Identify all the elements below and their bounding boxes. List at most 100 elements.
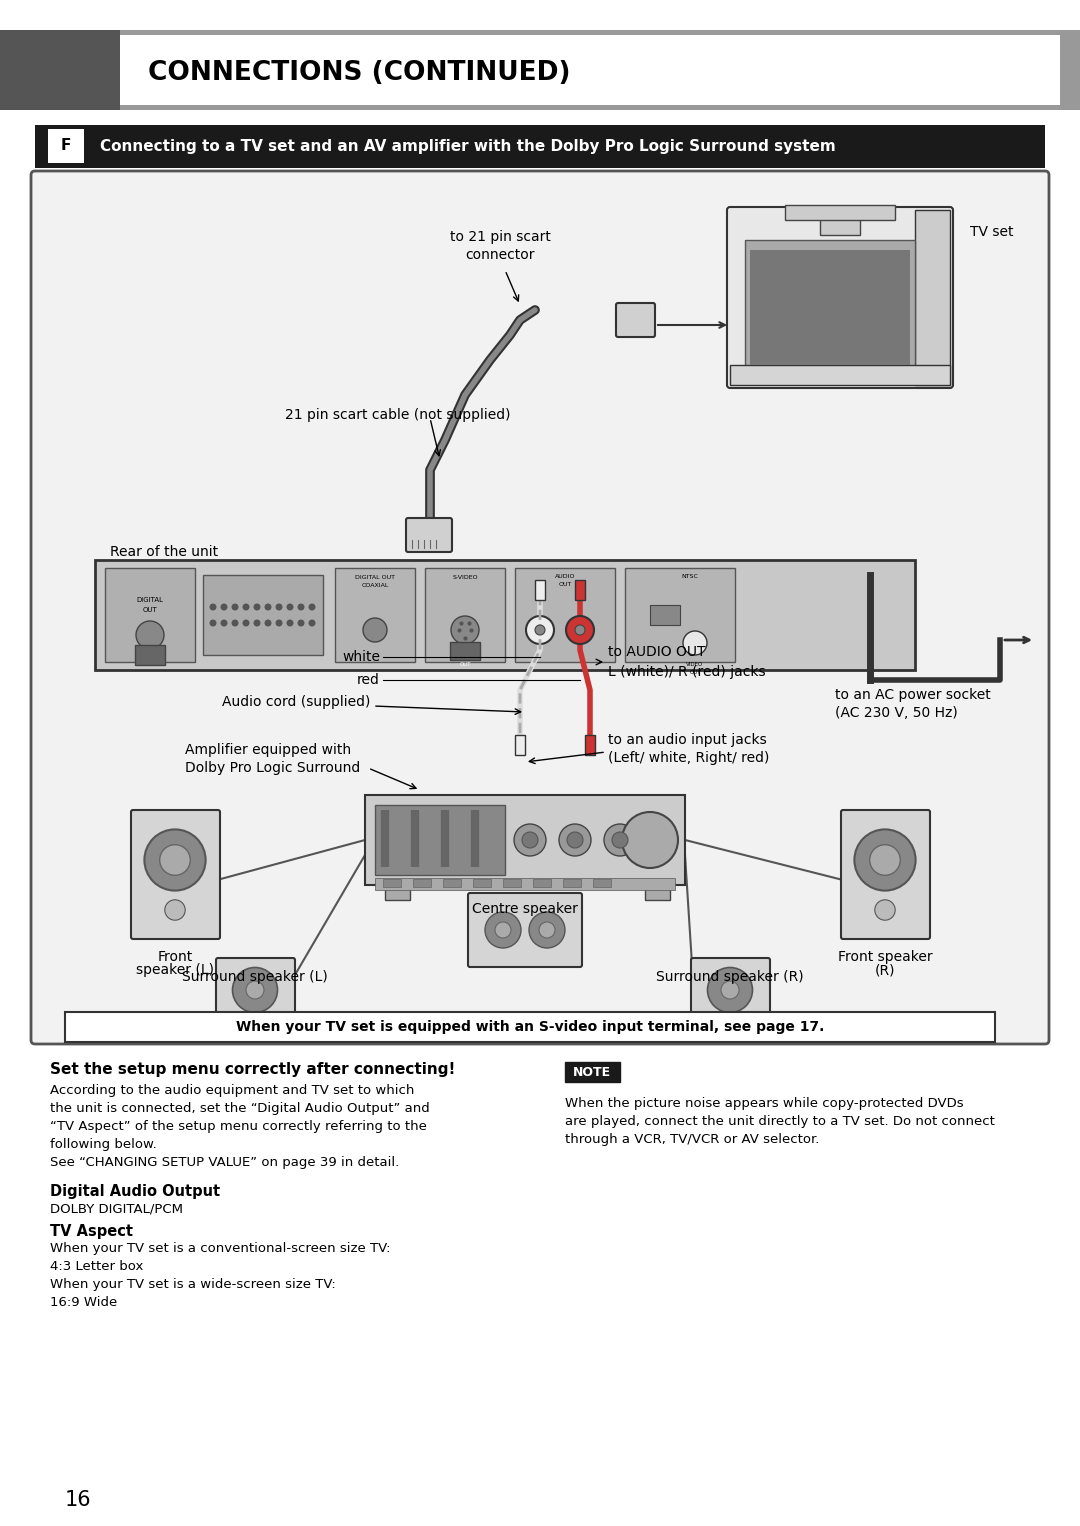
Bar: [95, 560, 915, 670]
Text: OUT: OUT: [689, 670, 701, 676]
Text: 16: 16: [65, 1489, 92, 1511]
Bar: [750, 250, 910, 365]
Circle shape: [232, 967, 278, 1012]
Bar: [593, 879, 611, 887]
Circle shape: [286, 603, 294, 610]
FancyBboxPatch shape: [131, 810, 220, 938]
Text: (AC 230 V, 50 Hz): (AC 230 V, 50 Hz): [835, 707, 958, 720]
Circle shape: [485, 913, 521, 948]
Bar: [335, 568, 415, 662]
Text: COAXIAL: COAXIAL: [362, 583, 389, 588]
Circle shape: [275, 620, 283, 627]
Text: to AUDIO OUT: to AUDIO OUT: [608, 645, 705, 659]
Text: According to the audio equipment and TV set to which: According to the audio equipment and TV …: [50, 1083, 415, 1097]
Text: through a VCR, TV/VCR or AV selector.: through a VCR, TV/VCR or AV selector.: [565, 1132, 820, 1146]
Circle shape: [231, 620, 239, 627]
Text: When your TV set is equipped with an S-video input terminal, see page 17.: When your TV set is equipped with an S-v…: [235, 1019, 824, 1035]
Text: connector: connector: [465, 249, 535, 262]
Bar: [515, 568, 615, 662]
Circle shape: [210, 603, 216, 610]
Text: Amplifier equipped with: Amplifier equipped with: [185, 743, 351, 757]
Bar: [745, 240, 915, 369]
Bar: [426, 568, 505, 662]
Text: red: red: [357, 673, 380, 687]
Text: NOTE: NOTE: [572, 1065, 611, 1079]
Text: to 21 pin scart: to 21 pin scart: [449, 230, 551, 244]
Bar: [535, 580, 545, 600]
Text: OUT: OUT: [558, 581, 571, 588]
Text: NTSC: NTSC: [681, 574, 699, 578]
Bar: [473, 879, 491, 887]
Circle shape: [136, 621, 164, 649]
Text: DOLBY DIGITAL/PCM: DOLBY DIGITAL/PCM: [50, 1202, 183, 1215]
FancyBboxPatch shape: [31, 171, 1049, 1044]
Bar: [375, 806, 505, 874]
Text: Front: Front: [158, 951, 192, 964]
Circle shape: [210, 620, 216, 627]
FancyBboxPatch shape: [616, 304, 654, 337]
Text: Set the setup menu correctly after connecting!: Set the setup menu correctly after conne…: [50, 1062, 456, 1077]
Circle shape: [495, 922, 511, 938]
Bar: [534, 879, 551, 887]
Circle shape: [539, 922, 555, 938]
Bar: [120, 35, 1059, 105]
Circle shape: [875, 900, 895, 920]
FancyBboxPatch shape: [216, 958, 295, 1022]
Text: white: white: [342, 650, 380, 664]
Bar: [413, 879, 431, 887]
Text: VIDEO: VIDEO: [687, 662, 704, 667]
Bar: [515, 736, 525, 755]
Circle shape: [243, 620, 249, 627]
Bar: [730, 365, 950, 385]
Text: (R): (R): [875, 963, 895, 977]
Text: OUT: OUT: [143, 607, 158, 613]
Text: Surround speaker (R): Surround speaker (R): [657, 971, 804, 984]
Circle shape: [297, 620, 305, 627]
Circle shape: [265, 620, 271, 627]
Circle shape: [567, 832, 583, 848]
Circle shape: [265, 603, 271, 610]
Bar: [585, 736, 595, 755]
Circle shape: [309, 620, 315, 627]
Text: speaker (L): speaker (L): [136, 963, 214, 977]
Circle shape: [220, 620, 228, 627]
Text: F: F: [60, 139, 71, 154]
Bar: [203, 575, 323, 655]
Bar: [563, 879, 581, 887]
FancyBboxPatch shape: [468, 893, 582, 967]
Text: following below.: following below.: [50, 1138, 157, 1151]
Bar: [0, 31, 120, 110]
Bar: [915, 211, 950, 385]
Circle shape: [622, 812, 678, 868]
Text: When your TV set is a conventional-screen size TV:: When your TV set is a conventional-scree…: [50, 1242, 391, 1254]
Bar: [625, 568, 735, 662]
Bar: [443, 879, 461, 887]
Bar: [565, 1062, 620, 1082]
Circle shape: [566, 617, 594, 644]
Circle shape: [297, 603, 305, 610]
Text: CONNECTIONS (CONTINUED): CONNECTIONS (CONTINUED): [148, 60, 570, 85]
Text: S-VIDEO: S-VIDEO: [453, 575, 477, 580]
Text: DIGITAL OUT: DIGITAL OUT: [355, 575, 395, 580]
Text: are played, connect the unit directly to a TV set. Do not connect: are played, connect the unit directly to…: [565, 1116, 995, 1128]
Text: When the picture noise appears while copy-protected DVDs: When the picture noise appears while cop…: [565, 1097, 963, 1109]
Circle shape: [231, 603, 239, 610]
Text: to an AC power socket: to an AC power socket: [835, 688, 990, 702]
Circle shape: [575, 626, 585, 635]
Bar: [105, 568, 195, 662]
Bar: [785, 204, 895, 220]
FancyBboxPatch shape: [727, 208, 953, 388]
Bar: [450, 642, 480, 661]
Circle shape: [254, 603, 260, 610]
Circle shape: [220, 603, 228, 610]
Text: Connecting to a TV set and an AV amplifier with the Dolby Pro Logic Surround sys: Connecting to a TV set and an AV amplifi…: [100, 139, 836, 154]
Circle shape: [243, 603, 249, 610]
Circle shape: [246, 981, 264, 1000]
Text: 21 pin scart cable (not supplied): 21 pin scart cable (not supplied): [285, 407, 511, 423]
Text: OUT: OUT: [459, 662, 471, 667]
FancyBboxPatch shape: [841, 810, 930, 938]
Text: Surround speaker (L): Surround speaker (L): [183, 971, 328, 984]
Circle shape: [363, 618, 387, 642]
Text: to an audio input jacks: to an audio input jacks: [608, 732, 767, 748]
Text: (Left/ white, Right/ red): (Left/ white, Right/ red): [608, 751, 769, 765]
